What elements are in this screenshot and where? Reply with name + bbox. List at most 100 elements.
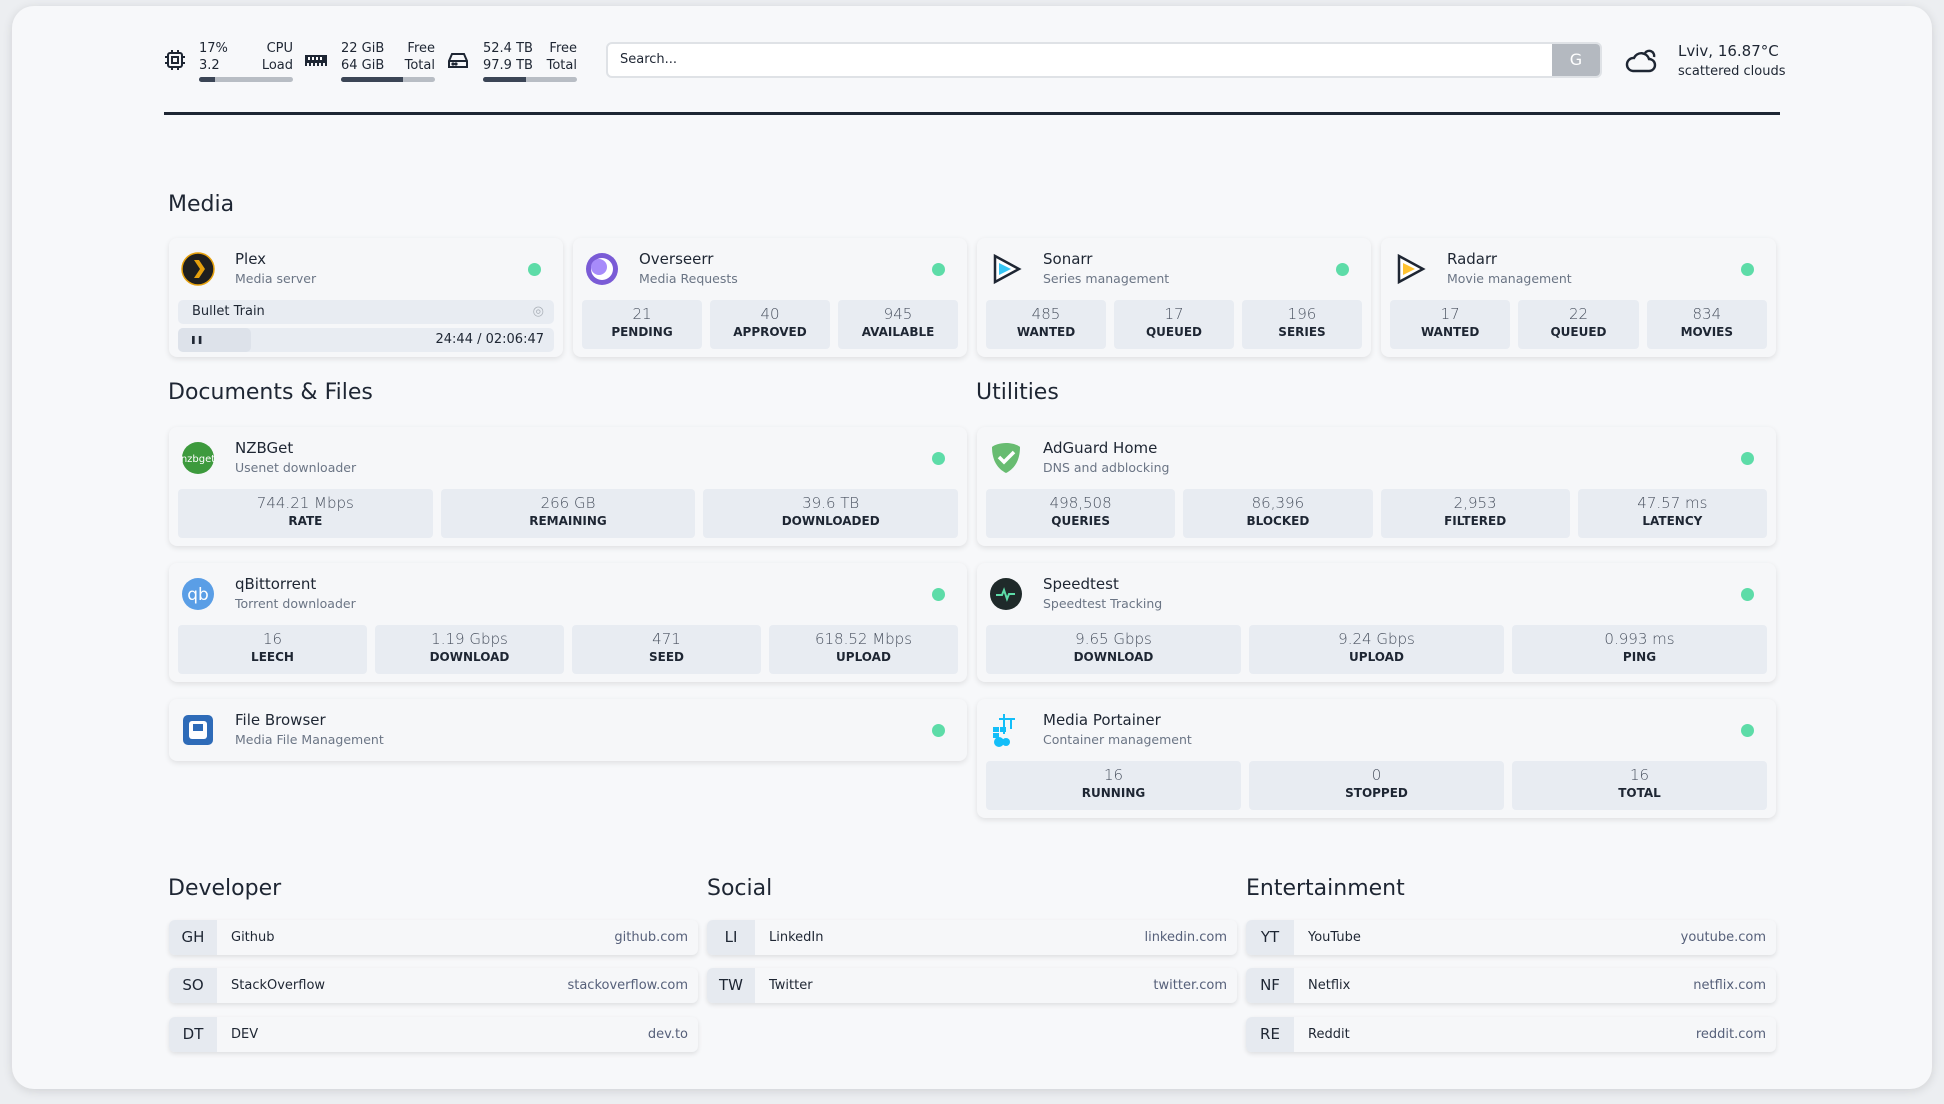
- service-description: Speedtest Tracking: [1043, 596, 1163, 611]
- total-label: Total: [546, 58, 577, 73]
- stat-label: TOTAL: [1618, 786, 1661, 800]
- service-stats: 9.65 Gbps DOWNLOAD 9.24 Gbps UPLOAD 0.993 ms…: [986, 625, 1767, 674]
- svg-text:qb: qb: [187, 585, 209, 605]
- cpu-label: CPU: [266, 41, 293, 56]
- stat-value: 16: [1103, 766, 1124, 784]
- service-description: Media server: [235, 271, 317, 286]
- section-entertainment: Entertainment: [1246, 876, 1405, 901]
- service-card-speedtest[interactable]: Speedtest Speedtest Tracking 9.65 Gbps DOWN…: [977, 563, 1776, 682]
- stream-info-icon[interactable]: ◎: [532, 304, 544, 319]
- nzbget-icon: nzbget: [181, 442, 215, 474]
- service-card-overseerr[interactable]: Overseerr Media Requests 21 PENDING 40 APPROV…: [573, 238, 967, 357]
- service-description: Media File Management: [235, 732, 384, 747]
- stat-value: 485: [1031, 305, 1061, 323]
- stat-value: 40: [760, 305, 780, 323]
- stat-value: 834: [1692, 305, 1722, 323]
- service-stats: 21 PENDING 40 APPROVED 945 AVAILABLE: [582, 300, 958, 349]
- section-media: Media: [168, 192, 235, 217]
- service-card-nzbget[interactable]: nzbget NZBGet Usenet downloader 744.21 Mbps…: [169, 427, 967, 546]
- service-title: Plex: [235, 250, 267, 268]
- file-browser-icon: [183, 715, 213, 745]
- free-label: Free: [407, 41, 435, 56]
- stat-label: DOWNLOAD: [1073, 650, 1154, 664]
- bookmark-twitter[interactable]: TW Twitter twitter.com: [707, 968, 1237, 1003]
- bookmark-stackoverflow[interactable]: SO StackOverflow stackoverflow.com: [169, 968, 698, 1003]
- search-input[interactable]: Search... G: [606, 42, 1602, 78]
- stat-block: 40 APPROVED: [710, 300, 830, 349]
- stat-value: 0: [1371, 766, 1382, 784]
- now-playing-progress[interactable]: ❚❚ 24:44 / 02:06:47: [178, 328, 554, 352]
- memory-total: 64 GiB: [341, 58, 385, 73]
- stat-label: RUNNING: [1081, 786, 1146, 800]
- bookmark-dev[interactable]: DT DEV dev.to: [169, 1017, 698, 1052]
- stat-label: DOWNLOADED: [781, 514, 880, 528]
- bookmark-reddit[interactable]: RE Reddit reddit.com: [1246, 1017, 1776, 1052]
- service-card-filebrowser[interactable]: File Browser Media File Management: [169, 699, 967, 761]
- radarr-icon: [1397, 253, 1426, 285]
- disk-widget: 52.4 TB 97.9 TB Free Total: [483, 40, 577, 84]
- stat-block: 39.6 TB DOWNLOADED: [703, 489, 959, 538]
- stat-block: 16 TOTAL: [1512, 761, 1767, 810]
- stat-block: 2,953 FILTERED: [1380, 489, 1570, 538]
- stat-block: 22 QUEUED: [1518, 300, 1639, 349]
- bookmark-abbr: NF: [1246, 968, 1294, 1003]
- service-description: Usenet downloader: [235, 460, 357, 475]
- stat-value: 16: [1629, 766, 1650, 784]
- bookmark-abbr: SO: [169, 968, 217, 1003]
- bookmark-netflix[interactable]: NF Netflix netflix.com: [1246, 968, 1776, 1003]
- service-stats: 744.21 Mbps RATE 266 GB REMAINING 39.6 TB DOW…: [178, 489, 959, 538]
- bookmark-linkedin[interactable]: LI LinkedIn linkedin.com: [707, 920, 1237, 955]
- service-description: Container management: [1043, 732, 1192, 747]
- now-playing-title: Bullet Train: [192, 304, 265, 319]
- stat-block: 834 MOVIES: [1646, 300, 1767, 349]
- stat-label: QUEUED: [1550, 325, 1607, 339]
- cpu-icon: [165, 50, 185, 70]
- service-card-plex[interactable]: Plex Media server Bullet Train ◎ ❚❚ 24:44 / 0…: [169, 238, 563, 357]
- disk-bar: [483, 77, 577, 82]
- stat-label: STOPPED: [1345, 786, 1408, 800]
- stat-value: 618.52 Mbps: [814, 630, 913, 648]
- bookmark-abbr: YT: [1246, 920, 1294, 955]
- service-card-radarr[interactable]: Radarr Movie management 17 WANTED 22 QUEUED 83…: [1381, 238, 1776, 357]
- search-placeholder: Search...: [620, 52, 678, 67]
- stat-value: 17: [1440, 305, 1460, 323]
- service-title: Overseerr: [639, 250, 714, 268]
- memory-bar: [341, 77, 435, 82]
- free-label: Free: [549, 41, 577, 56]
- bookmark-github[interactable]: GH Github github.com: [169, 920, 698, 955]
- stat-block: 945 AVAILABLE: [838, 300, 958, 349]
- stat-block: 498,508 QUERIES: [986, 489, 1176, 538]
- bookmark-url: netflix.com: [1693, 978, 1766, 993]
- bookmark-youtube[interactable]: YT YouTube youtube.com: [1246, 920, 1776, 955]
- pause-icon[interactable]: ❚❚: [190, 335, 204, 344]
- stat-value: 39.6 TB: [802, 494, 860, 512]
- stat-value: 471: [652, 630, 681, 648]
- stat-value: 9.24 Gbps: [1338, 630, 1415, 648]
- bookmark-abbr: RE: [1246, 1017, 1294, 1052]
- stat-label: AVAILABLE: [861, 325, 935, 339]
- stat-label: RATE: [288, 514, 323, 528]
- stat-label: SEED: [649, 650, 684, 664]
- service-title: qBittorrent: [235, 575, 317, 593]
- memory-free: 22 GiB: [341, 41, 385, 56]
- search-engine-button[interactable]: G: [1552, 44, 1600, 76]
- service-description: Movie management: [1447, 271, 1572, 286]
- service-card-portainer[interactable]: Media Portainer Container management 16 RUN…: [977, 699, 1776, 818]
- bookmark-name: Reddit: [1308, 1027, 1350, 1042]
- stat-block: 471 SEED: [572, 625, 761, 674]
- stat-label: DOWNLOAD: [429, 650, 510, 664]
- service-title: Speedtest: [1043, 575, 1119, 593]
- service-title: AdGuard Home: [1043, 439, 1158, 457]
- service-card-sonarr[interactable]: Sonarr Series management 485 WANTED 17 QUEUED…: [977, 238, 1371, 357]
- overseerr-icon: [586, 253, 618, 285]
- stat-label: QUERIES: [1051, 514, 1110, 528]
- service-title: NZBGet: [235, 439, 294, 457]
- service-card-qbittorrent[interactable]: qb qBittorrent Torrent downloader 16 LEECH 1.…: [169, 563, 967, 682]
- speedtest-icon: [990, 578, 1022, 610]
- service-card-adguard[interactable]: AdGuard Home DNS and adblocking 498,508 QUE…: [977, 427, 1776, 546]
- stat-block: 16 RUNNING: [986, 761, 1241, 810]
- stat-value: 498,508: [1049, 494, 1112, 512]
- weather-condition: scattered clouds: [1678, 64, 1786, 79]
- status-indicator: [1741, 263, 1754, 276]
- cpu-load: 3.2: [199, 58, 220, 73]
